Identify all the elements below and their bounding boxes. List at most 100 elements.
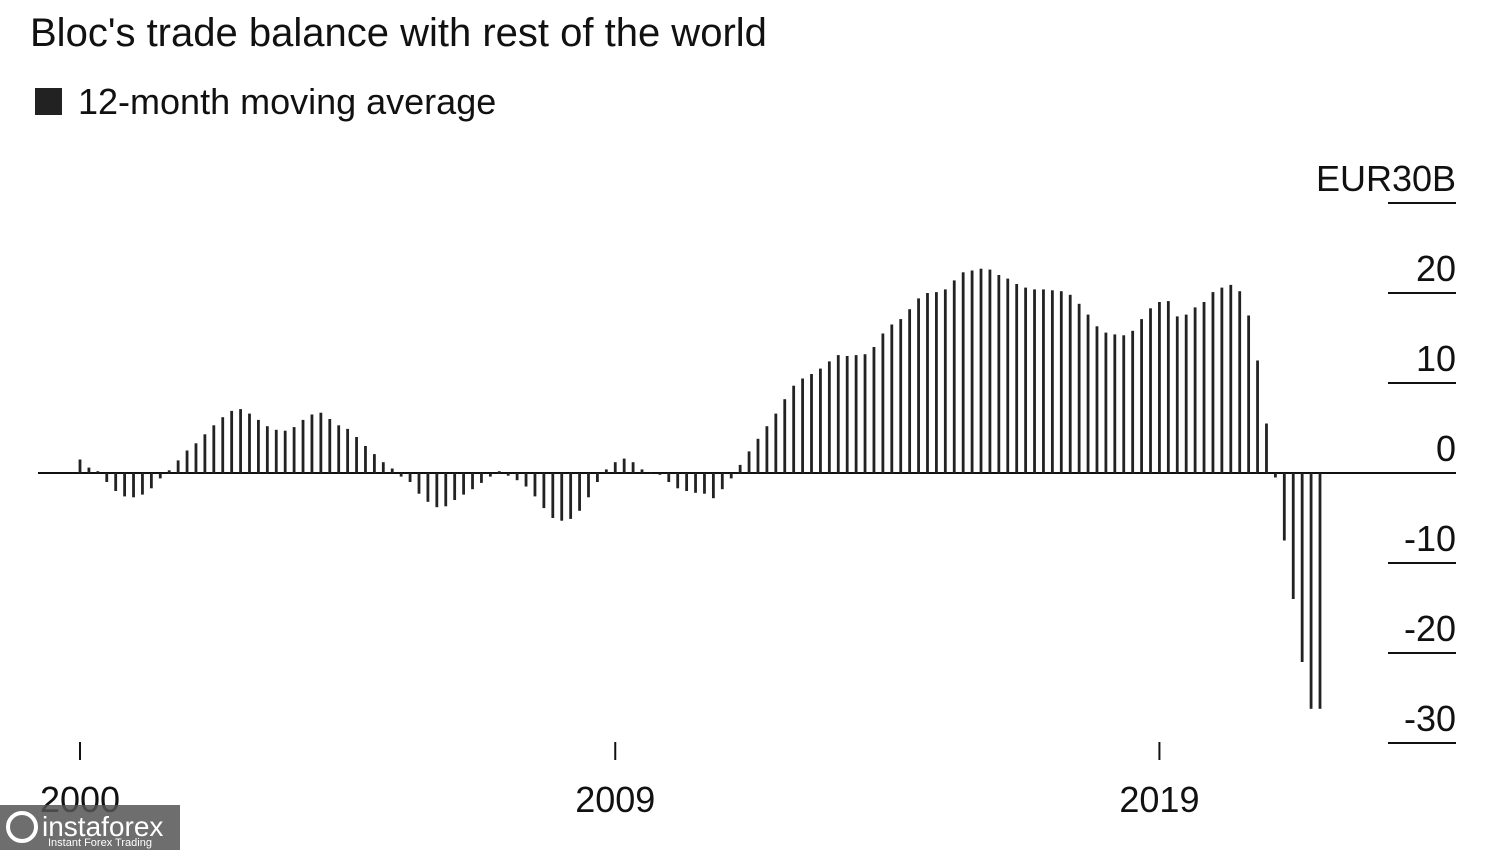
bar (1140, 319, 1143, 473)
bar (935, 292, 938, 473)
bar (105, 473, 109, 482)
bar (471, 473, 474, 490)
bar (506, 473, 510, 476)
legend-swatch (35, 88, 62, 115)
bar (783, 399, 787, 473)
bar (158, 473, 162, 479)
chart-title: Bloc's trade balance with rest of the wo… (30, 11, 767, 55)
bar (123, 473, 127, 497)
bar (301, 419, 305, 473)
bar (854, 355, 858, 473)
bar (997, 275, 1001, 473)
bar (1042, 289, 1045, 473)
watermark: instaforex Instant Forex Trading (0, 805, 180, 850)
bar (738, 464, 742, 473)
bar (1184, 314, 1188, 473)
bar (203, 434, 207, 473)
bar (917, 298, 920, 473)
y-tick-label: 20 (1416, 248, 1456, 289)
bar (533, 473, 537, 497)
bar (408, 473, 412, 482)
bar (221, 417, 225, 473)
bar (926, 293, 929, 473)
y-tick-label: -20 (1404, 608, 1456, 649)
bar (711, 473, 715, 499)
bar (613, 462, 617, 473)
bar (569, 473, 573, 519)
bar (149, 473, 153, 489)
bar (658, 473, 662, 475)
bar (212, 425, 216, 473)
bar (176, 460, 180, 473)
bar (1122, 335, 1126, 473)
bar (167, 470, 171, 473)
bar (1113, 334, 1117, 473)
bar (1050, 290, 1054, 473)
bar (631, 462, 635, 473)
y-tick-label: 0 (1436, 428, 1456, 469)
bar (1068, 294, 1072, 473)
bar (952, 280, 956, 473)
bar (1024, 287, 1028, 473)
bar (899, 319, 903, 473)
bar (649, 473, 653, 474)
bar (970, 270, 974, 473)
bar (319, 412, 323, 473)
bar (819, 368, 822, 473)
bar (765, 426, 769, 473)
bar (328, 419, 332, 473)
bar (1309, 473, 1313, 709)
bar (756, 438, 760, 473)
bar (515, 473, 519, 481)
bar (1015, 284, 1019, 473)
bar (274, 429, 278, 473)
y-tick-label: -30 (1404, 698, 1456, 739)
bar (827, 361, 831, 473)
bar (551, 473, 555, 518)
bar (462, 473, 465, 495)
bar (372, 454, 376, 473)
bar (1202, 302, 1206, 473)
bar (497, 471, 501, 473)
bar (132, 473, 135, 498)
x-tick-label: 2009 (575, 779, 655, 820)
bar (1247, 315, 1251, 473)
bar (988, 269, 992, 473)
bar (435, 473, 439, 508)
bar (890, 324, 894, 473)
bar (703, 473, 706, 494)
bar (480, 473, 483, 483)
bar (1229, 284, 1233, 473)
bar (836, 355, 840, 473)
bar (346, 428, 350, 473)
bar (640, 469, 644, 473)
bar (694, 473, 697, 493)
bar (881, 333, 885, 473)
bar (863, 354, 867, 473)
bar (596, 473, 599, 482)
bar (453, 473, 457, 500)
bar (1273, 473, 1277, 478)
bar (1131, 330, 1135, 473)
bar (908, 309, 912, 473)
bar (185, 450, 189, 473)
bar (604, 469, 608, 473)
bar (979, 268, 983, 473)
bar (587, 473, 590, 498)
bar (292, 427, 296, 473)
bar (194, 443, 198, 473)
bar (1211, 292, 1215, 473)
bar (560, 473, 564, 521)
bar (230, 410, 234, 473)
bar (622, 458, 626, 473)
bar (720, 473, 724, 490)
watermark-tagline: Instant Forex Trading (48, 837, 152, 849)
bar (810, 374, 813, 473)
x-tick-label: 2019 (1119, 779, 1199, 820)
bar (364, 446, 367, 473)
bar (1193, 307, 1197, 473)
bar (1282, 473, 1286, 541)
bar (747, 451, 751, 473)
bar (239, 409, 242, 473)
